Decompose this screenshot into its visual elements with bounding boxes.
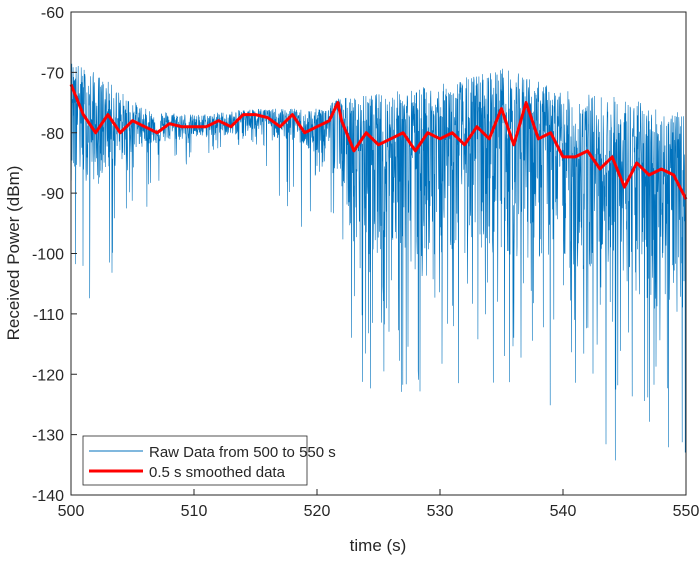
x-tick-label: 510 <box>181 503 208 520</box>
legend-smoothed-label: 0.5 s smoothed data <box>149 464 286 481</box>
y-tick-label: -110 <box>33 307 64 324</box>
smoothed-data-layer <box>69 83 688 200</box>
raw-data-line <box>70 63 687 461</box>
y-tick-label: -120 <box>32 367 64 384</box>
x-tick-label: 530 <box>427 503 454 520</box>
raw-data-layer <box>70 63 687 461</box>
plot-area-frame <box>70 11 687 496</box>
legend-raw-label: Raw Data from 500 to 550 s <box>149 444 336 461</box>
x-tick-label: 500 <box>58 503 85 520</box>
y-tick-label: -140 <box>32 488 64 505</box>
y-tick-label: -80 <box>41 126 64 143</box>
y-tick-label: -130 <box>32 428 64 445</box>
x-tick-label: 540 <box>550 503 577 520</box>
y-axis: -140 -130 -120 -110 -100 -90 -80 -70 -60 <box>32 5 77 505</box>
x-tick-label: 520 <box>304 503 331 520</box>
y-tick-label: -100 <box>32 247 64 264</box>
y-tick-label: -60 <box>41 5 64 22</box>
x-axis-label: time (s) <box>350 536 407 555</box>
y-tick-label: -70 <box>41 65 64 82</box>
smoothed-data-line <box>69 83 688 200</box>
legend[interactable]: Raw Data from 500 to 550 s 0.5 s smoothe… <box>82 435 336 486</box>
y-tick-label: -90 <box>41 186 64 203</box>
legend-box <box>82 435 308 486</box>
y-axis-label: Received Power (dBm) <box>4 166 23 341</box>
x-tick-label: 550 <box>673 503 700 520</box>
x-axis: 500 510 520 530 540 550 <box>58 489 700 520</box>
